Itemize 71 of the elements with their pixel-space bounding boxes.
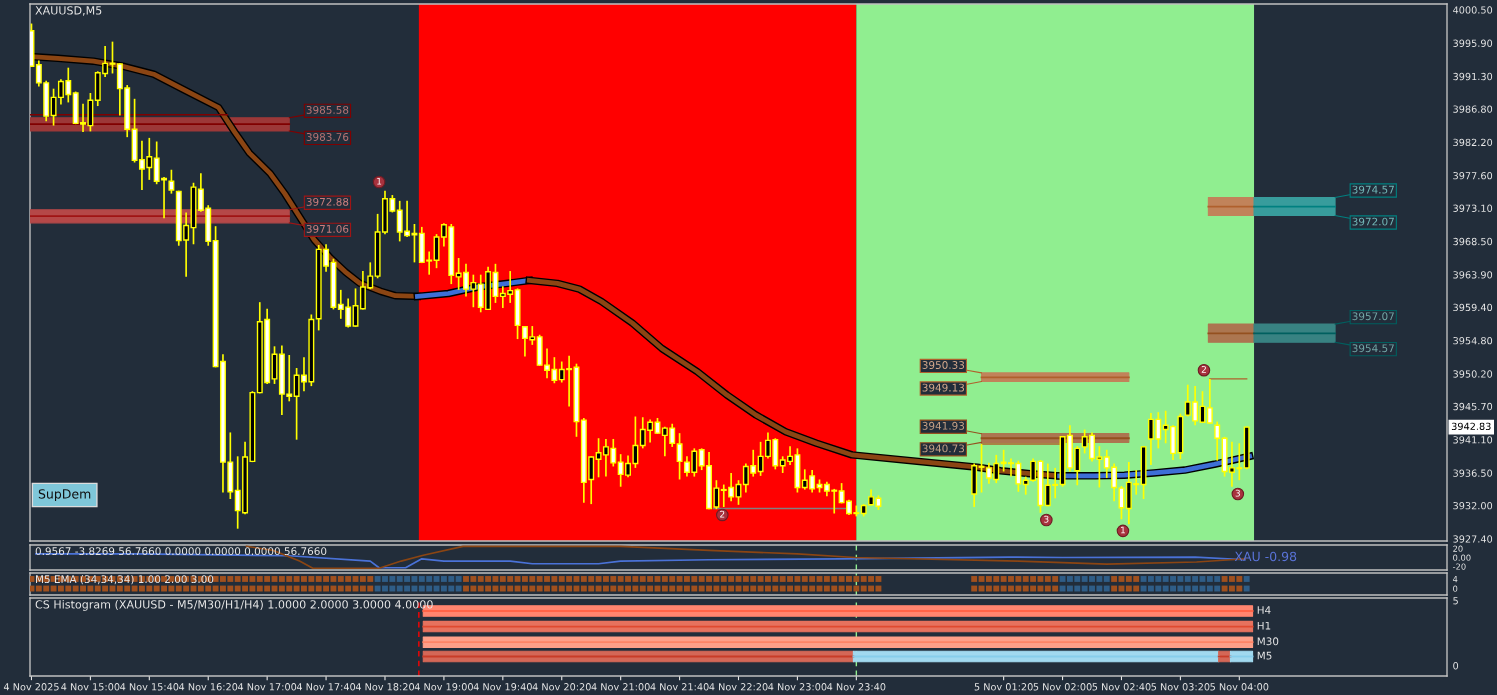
annotation: 1: [377, 177, 382, 185]
annotation: 3941.93: [922, 421, 965, 430]
y-tick-label: 4: [1452, 576, 1458, 583]
x-tick-label: 4 Nov 2025: [3, 683, 59, 691]
x-tick-label: 4 Nov 19:00: [414, 683, 473, 691]
x-tick-label: 5 Nov 04:00: [1210, 683, 1269, 691]
y-tick-label: 4000.50: [1453, 6, 1493, 14]
annotation: 3949.13: [922, 383, 965, 392]
x-tick-label: 4 Nov 21:40: [650, 683, 709, 691]
y-tick-label: 3954.80: [1453, 337, 1493, 345]
annotation: 2: [720, 510, 725, 518]
annotation: XAU -0.98: [1234, 551, 1297, 562]
x-tick-label: 4 Nov 20:20: [532, 683, 591, 691]
x-tick-label: 5 Nov 01:20: [974, 683, 1033, 691]
annotation: 3972.88: [306, 197, 349, 206]
annotation: 3950.33: [922, 361, 965, 369]
x-tick-label: 5 Nov 02:40: [1092, 683, 1151, 691]
annotation: 3957.07: [1352, 312, 1394, 321]
annotation: 3985.58: [306, 105, 349, 114]
annotation: 1: [1121, 526, 1125, 534]
x-tick-label: 4 Nov 15:00: [61, 683, 120, 691]
y-tick-label: 3991.30: [1453, 72, 1493, 81]
series-label: H4: [1257, 606, 1271, 614]
y-tick-label: 3973.10: [1453, 204, 1493, 212]
y-tick-label: 0: [1453, 662, 1459, 670]
chart-title: XAUUSD,M5: [35, 6, 102, 16]
y-tick-label: 3950.20: [1453, 370, 1493, 378]
chart-title: CS Histogram (XAUUSD - M5/M30/H1/H4) 1.0000 2.0000 3.0000 4.0000: [35, 600, 433, 611]
y-tick-label: 3977.60: [1453, 172, 1493, 180]
annotation: 3983.76: [306, 133, 349, 141]
y-tick-label: 5: [1453, 597, 1458, 605]
y-tick-label: 3982.20: [1453, 138, 1493, 147]
y-tick-label: 20: [1453, 545, 1463, 552]
series-label: M5: [1257, 651, 1272, 660]
x-tick-label: 5 Nov 03:20: [1151, 683, 1210, 691]
y-tick-label: 0: [1453, 585, 1458, 592]
y-tick-label: 3941.10: [1453, 436, 1493, 444]
y-tick-label: 3936.50: [1453, 469, 1493, 477]
annotation: 3971.06: [306, 224, 349, 233]
annotation: SupDem: [38, 489, 91, 502]
annotation: 3: [1044, 515, 1049, 523]
x-tick-label: 5 Nov 02:00: [1033, 683, 1092, 691]
y-tick-label: 3932.00: [1453, 502, 1493, 510]
y-tick-label: 3968.50: [1453, 237, 1493, 246]
annotation: 3954.57: [1352, 344, 1394, 353]
x-tick-label: 4 Nov 17:40: [296, 683, 356, 691]
y-tick-label: 3927.40: [1453, 535, 1493, 543]
y-tick-label: 0.00: [1453, 554, 1471, 561]
x-tick-label: 4 Nov 19:40: [473, 683, 532, 691]
y-tick-label: 3959.40: [1453, 303, 1493, 312]
x-tick-label: 4 Nov 16:20: [179, 683, 238, 691]
y-tick-label: 3995.90: [1453, 39, 1493, 47]
annotation: 3940.73: [922, 444, 965, 453]
annotation: 2: [1201, 365, 1206, 373]
y-tick-label: 3963.90: [1453, 271, 1493, 279]
x-tick-label: 4 Nov 21:00: [591, 683, 650, 691]
y-tick-label: 3945.70: [1453, 402, 1493, 411]
annotation: 3972.07: [1352, 217, 1394, 226]
text: 3942.83: [1451, 422, 1491, 430]
x-tick-label: 4 Nov 23:40: [827, 683, 886, 691]
x-tick-label: 4 Nov 15:40: [120, 683, 179, 691]
annotation: 3: [1235, 489, 1240, 497]
y-tick-label: 3986.80: [1453, 105, 1493, 113]
series-label: M30: [1257, 637, 1279, 646]
annotation: 3974.57: [1352, 185, 1394, 194]
x-tick-label: 4 Nov 23:00: [768, 683, 827, 691]
x-tick-label: 4 Nov 22:20: [709, 683, 768, 691]
y-tick-label: -20: [1452, 563, 1466, 570]
series-label: H1: [1257, 621, 1271, 630]
x-tick-label: 4 Nov 18:20: [355, 683, 415, 691]
x-tick-label: 4 Nov 17:00: [237, 683, 297, 691]
